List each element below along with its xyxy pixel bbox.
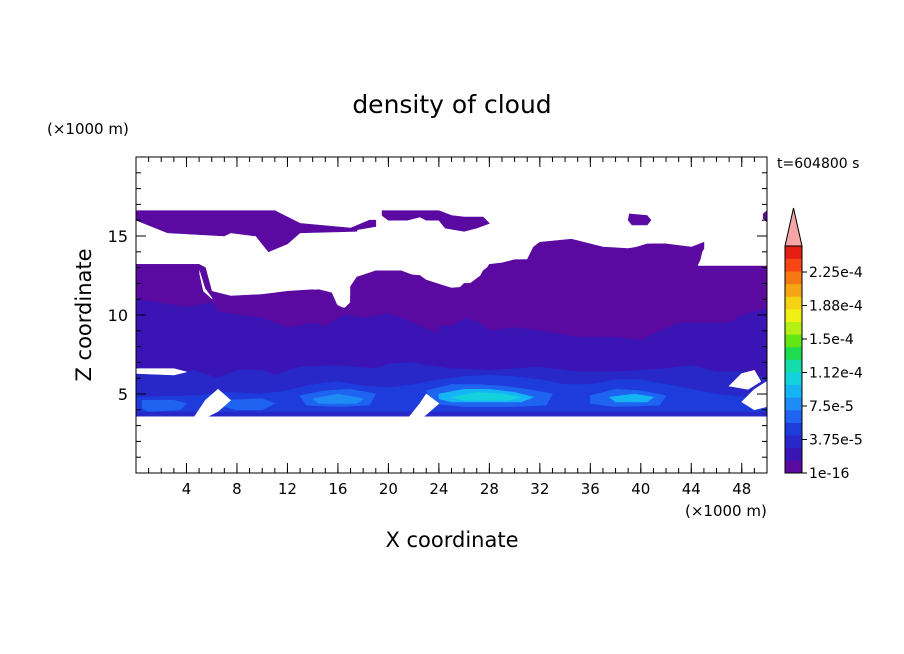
colorbar-swatch <box>785 447 802 461</box>
colorbar-swatch <box>785 346 802 360</box>
colorbar-swatch <box>785 334 802 348</box>
chart-title: density of cloud <box>352 90 551 119</box>
contour-region-1 <box>381 210 490 232</box>
y-axis-title: Z coordinate <box>72 248 96 381</box>
colorbar-swatch <box>785 258 802 272</box>
colorbar-swatch <box>785 384 802 398</box>
contour-region-10 <box>224 398 276 411</box>
colorbar-swatch <box>785 409 802 423</box>
colorbar-swatch <box>785 271 802 285</box>
x-tick-label: 20 <box>379 480 398 498</box>
colorbar-swatch <box>785 359 802 373</box>
contour-region-19 <box>136 368 187 376</box>
time-label: t=604800 s <box>777 156 859 172</box>
x-tick-label: 16 <box>328 480 347 498</box>
x-unit-label: (×1000 m) <box>685 502 767 520</box>
y-unit-label: (×1000 m) <box>47 120 129 138</box>
y-tick-label: 15 <box>108 227 128 246</box>
colorbar-label: 1.12e-4 <box>809 366 863 382</box>
contour-fill-layer <box>136 210 767 420</box>
x-tick-label: 40 <box>631 480 650 498</box>
contour-region-20 <box>406 393 440 420</box>
x-tick-label: 4 <box>182 480 192 498</box>
colorbar-extend-arrow <box>784 207 803 247</box>
colorbar: 1e-16 3.75e-5 7.5e-5 1.12e-4 1.5e-4 1.88e-4 2.… <box>784 207 863 482</box>
y-tick-label: 10 <box>108 306 128 325</box>
colorbar-swatch <box>785 309 802 322</box>
x-tick-label: 12 <box>278 480 297 498</box>
colorbar-swatch <box>785 397 802 411</box>
contour-region-14 <box>311 393 364 404</box>
x-tick-label: 32 <box>530 480 549 498</box>
contour-region-17 <box>451 392 521 401</box>
colorbar-label: 2.25e-4 <box>809 265 863 281</box>
colorbar-swatch <box>785 283 802 297</box>
colorbar-label: 1.5e-4 <box>809 332 854 348</box>
colorbar-swatch <box>785 321 802 335</box>
x-tick-label: 36 <box>581 480 600 498</box>
colorbar-swatch <box>785 435 802 449</box>
contour-region-22 <box>728 369 762 390</box>
y-tick-label: 5 <box>118 385 128 404</box>
colorbar-label: 1e-16 <box>809 466 849 482</box>
contour-region-3 <box>762 210 767 223</box>
colorbar-swatch <box>785 422 802 436</box>
contour-region-9 <box>142 399 188 412</box>
contour-region-16 <box>608 393 655 403</box>
x-axis-title: X coordinate <box>385 528 518 552</box>
x-tick-label: 48 <box>732 480 751 498</box>
colorbar-label: 7.5e-5 <box>809 399 854 415</box>
colorbar-label: 3.75e-5 <box>809 433 863 449</box>
colorbar-swatch <box>785 372 802 386</box>
x-tick-label: 8 <box>232 480 242 498</box>
contour-region-2 <box>627 213 652 226</box>
contour-region-18 <box>192 388 232 420</box>
colorbar-swatch <box>785 460 802 474</box>
x-tick-label: 44 <box>682 480 701 498</box>
colorbar-label: 1.88e-4 <box>809 299 863 315</box>
contour-region-21 <box>741 381 767 411</box>
contour-region-0 <box>136 210 377 253</box>
colorbar-swatch <box>785 296 802 310</box>
x-tick-label: 24 <box>429 480 448 498</box>
colorbar-swatch <box>785 246 802 259</box>
x-tick-label: 28 <box>480 480 499 498</box>
